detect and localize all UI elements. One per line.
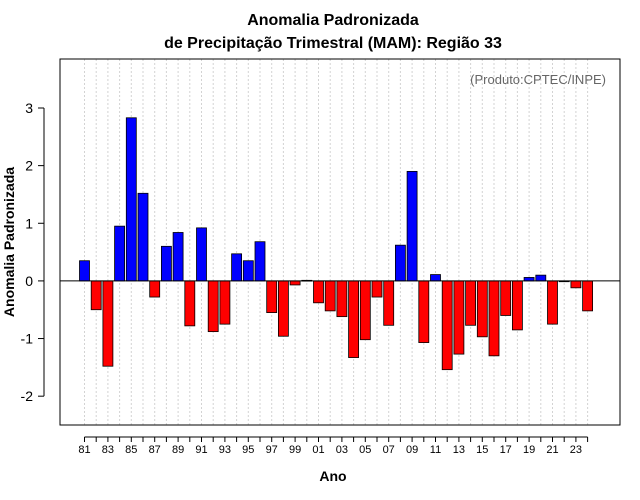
x-tick-label: 81	[78, 444, 90, 456]
bar-1989	[172, 232, 184, 282]
bar-2021	[547, 280, 558, 325]
x-tick-label: 13	[453, 444, 465, 456]
y-tick-label: 1	[25, 215, 33, 231]
bar-1988	[160, 245, 172, 282]
x-tick-label: 85	[125, 444, 137, 456]
x-tick-label: 95	[242, 444, 254, 456]
x-tick-label: 89	[172, 444, 184, 456]
bar-1993	[219, 280, 231, 325]
chart-title: Anomalia Padronizada	[247, 12, 419, 29]
bar-2019	[523, 277, 535, 282]
x-tick-label: 15	[476, 444, 488, 456]
x-tick-label: 05	[359, 444, 371, 456]
bar-2006	[371, 280, 383, 298]
x-tick-label: 23	[570, 444, 582, 456]
bar-1999	[289, 280, 301, 286]
bar-1985	[125, 117, 137, 282]
bar-2003	[336, 280, 348, 318]
bar-2024	[582, 280, 593, 312]
plot-frame	[59, 58, 621, 426]
bar-2004	[348, 280, 360, 358]
bar-2023	[570, 280, 582, 289]
bar-2020	[535, 274, 547, 282]
x-tick-label: 17	[500, 444, 512, 456]
y-tick-label: 2	[25, 158, 33, 174]
bar-1994	[231, 253, 243, 282]
x-tick-label: 91	[195, 444, 207, 456]
bar-1997	[266, 280, 278, 314]
bar-1987	[149, 280, 161, 298]
y-tick-label: -1	[21, 331, 34, 347]
x-tick-label: 03	[336, 444, 348, 456]
bar-2009	[406, 170, 418, 282]
bar-2011	[430, 274, 441, 282]
y-tick-label: 0	[25, 273, 33, 289]
bar-1986	[137, 192, 149, 282]
bar-2016	[488, 280, 500, 357]
bar-2014	[465, 280, 477, 326]
x-tick-label: 87	[149, 444, 161, 456]
bars	[79, 117, 593, 371]
bar-1984	[114, 225, 125, 282]
bar-2007	[383, 280, 395, 326]
bar-2018	[512, 280, 523, 331]
x-tick-label: 19	[523, 444, 535, 456]
x-tick-label: 01	[312, 444, 324, 456]
x-tick-label: 99	[289, 444, 301, 456]
bar-1995	[242, 260, 254, 282]
bar-2012	[441, 280, 453, 371]
bar-2005	[359, 280, 371, 341]
bar-1990	[184, 280, 196, 327]
bar-1996	[254, 241, 266, 282]
x-tick-label: 83	[102, 444, 114, 456]
x-tick-label: 09	[406, 444, 418, 456]
credit-text: (Produto:CPTEC/INPE)	[470, 72, 606, 87]
bar-1983	[102, 280, 114, 367]
x-tick-label: 93	[219, 444, 231, 456]
bar-2008	[394, 244, 406, 282]
x-tick-label: 21	[546, 444, 558, 456]
bar-2001	[313, 280, 324, 304]
x-axis: 81 83 85 87 89 91 93 95 97 99 01 03 05 07 09 11 13 15 17 19…	[78, 436, 589, 456]
bar-1981	[79, 260, 90, 282]
bar-1982	[90, 280, 102, 311]
x-tick-label: 97	[266, 444, 278, 456]
y-tick-label: 3	[25, 100, 33, 116]
chart-subtitle: de Precipitação Trimestral (MAM): Região…	[164, 35, 502, 52]
x-tick-label: 07	[383, 444, 395, 456]
bar-1992	[207, 280, 219, 333]
x-axis-title: Ano	[319, 468, 346, 484]
grid-lines	[84, 59, 589, 425]
x-tick-label: 11	[430, 444, 441, 456]
bar-2002	[324, 280, 336, 312]
bar-2013	[453, 280, 465, 355]
y-axis-title: Anomalia Padronizada	[1, 167, 17, 317]
y-tick-label: -2	[21, 388, 34, 404]
bar-2010	[418, 280, 430, 343]
bar-1998	[277, 280, 289, 337]
y-axis: -2 -1 0 1 2 3	[21, 100, 45, 404]
bar-2017	[500, 280, 512, 316]
bar-2015	[476, 280, 488, 338]
bar-1991	[196, 227, 207, 282]
